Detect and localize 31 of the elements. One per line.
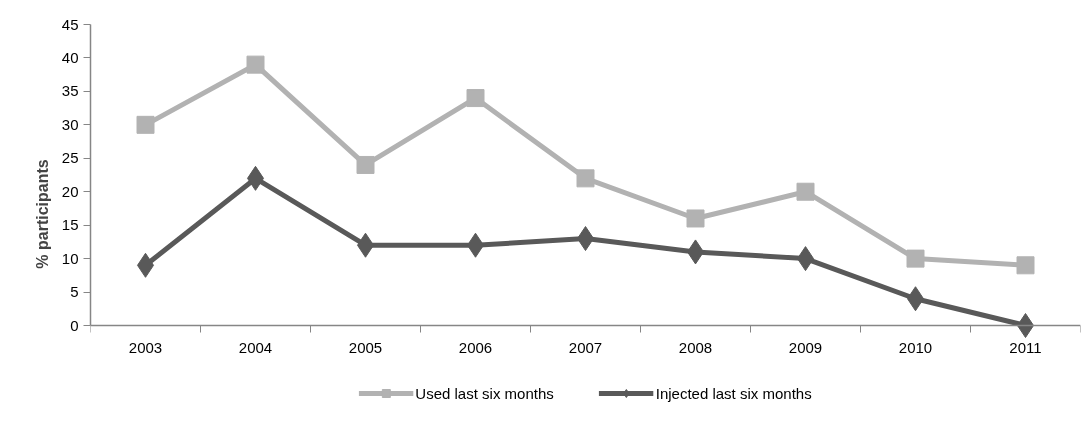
legend-label: Injected last six months [655, 384, 812, 402]
point [466, 89, 485, 108]
y-tick-label: 15 [61, 216, 79, 234]
y-tick-label: 0 [70, 316, 79, 334]
x-tick-label: 2010 [898, 338, 933, 356]
x-tick-label: 2006 [458, 338, 493, 356]
y-tick-label: 20 [61, 182, 79, 200]
y-tick-label: 5 [70, 283, 79, 301]
point [1016, 256, 1035, 275]
x-tick-label: 2007 [568, 338, 603, 356]
y-tick-label: 25 [61, 149, 79, 167]
point [136, 115, 155, 134]
x-tick-label: 2004 [238, 338, 273, 356]
y-tick-label: 40 [61, 48, 79, 66]
y-tick-label: 30 [61, 115, 79, 133]
y-tick-label: 45 [61, 15, 79, 33]
point [796, 182, 815, 201]
point [246, 55, 265, 74]
x-tick-label: 2008 [678, 338, 713, 356]
x-tick-label: 2011 [1009, 338, 1042, 356]
point [356, 155, 375, 174]
point [576, 169, 595, 188]
legend-label: Used last six months [415, 384, 554, 402]
point [686, 209, 705, 228]
point [906, 249, 925, 268]
y-tick-label: 10 [61, 249, 79, 267]
y-tick-label: 35 [61, 82, 79, 100]
x-tick-label: 2005 [348, 338, 383, 356]
y-axis-title: % participants [33, 159, 51, 269]
x-tick-label: 2009 [788, 338, 823, 356]
x-tick-label: 2003 [128, 338, 163, 356]
